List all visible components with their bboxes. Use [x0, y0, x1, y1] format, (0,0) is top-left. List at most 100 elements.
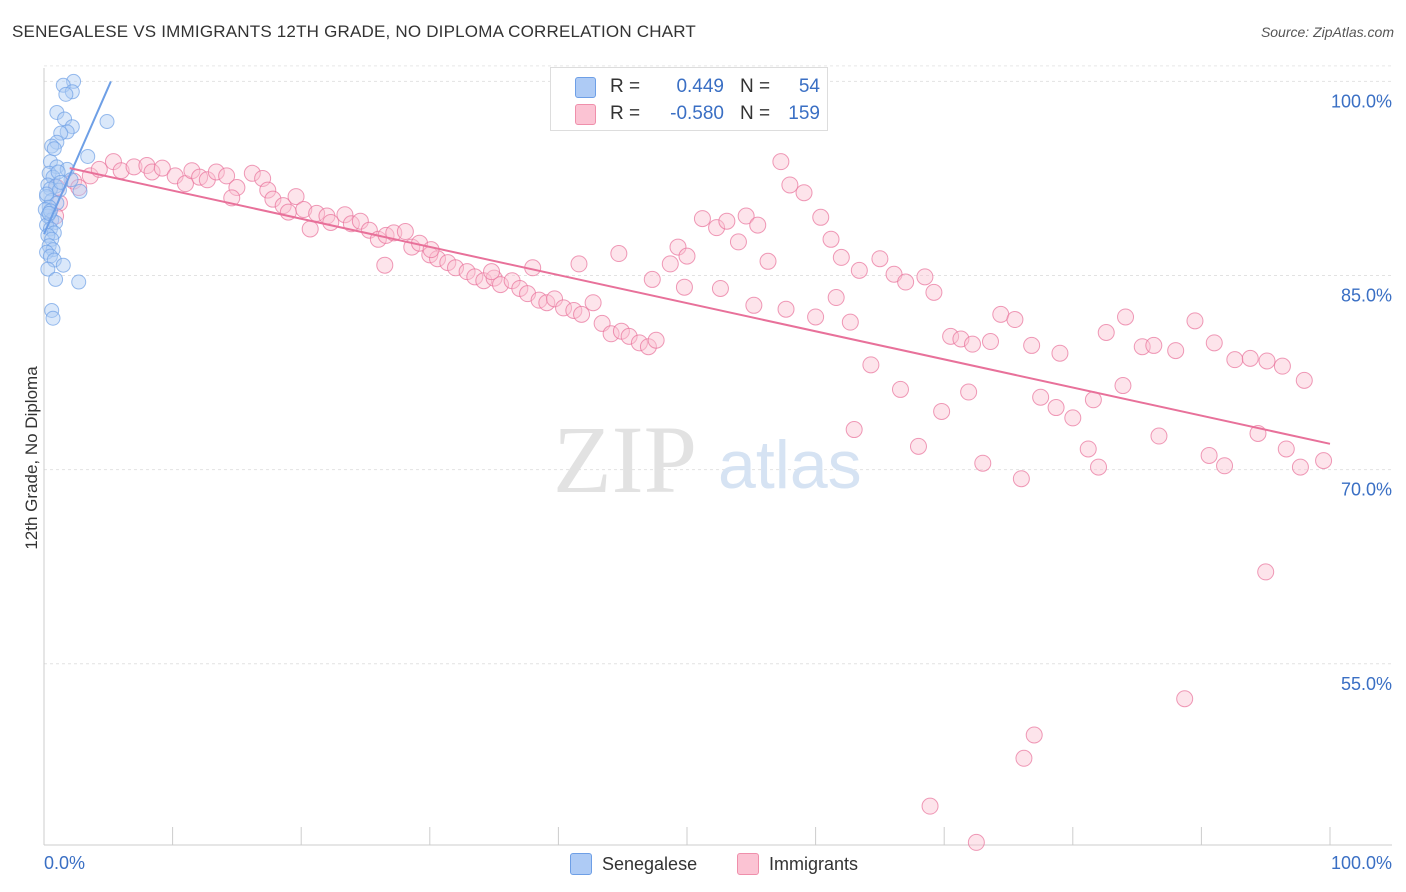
immigrants-point [1097, 323, 1115, 341]
senegalese-point [40, 261, 56, 277]
immigrants-point [538, 294, 556, 312]
senegalese-point [57, 111, 73, 127]
senegalese-point [45, 310, 61, 326]
legend-item-senegalese[interactable]: Senegalese [570, 852, 697, 876]
source-label: Source: ZipAtlas.com [1260, 24, 1394, 40]
r-value: -0.580 [670, 103, 724, 124]
immigrants-point [1257, 563, 1275, 581]
immigrants-point [862, 356, 880, 374]
senegalese-point [55, 257, 71, 273]
immigrants-point [153, 159, 171, 177]
n-value: 159 [788, 103, 820, 124]
immigrants-point [1006, 311, 1024, 329]
immigrants-point [620, 327, 638, 345]
x-tick-label-max: 100.0% [1331, 853, 1392, 873]
immigrants-point [749, 216, 767, 234]
immigrants-point [1186, 312, 1204, 330]
immigrants-point [295, 201, 313, 219]
immigrants-point [678, 247, 696, 265]
immigrants-point [1015, 749, 1033, 767]
immigrants-point [610, 245, 628, 263]
immigrants-point [259, 181, 277, 199]
immigrants-point [570, 255, 588, 273]
immigrants-point [422, 241, 440, 259]
immigrants-point [1032, 388, 1050, 406]
y-tick-label: 85.0% [1341, 286, 1392, 306]
immigrants-point [933, 402, 951, 420]
senegalese-legend-swatch [570, 853, 592, 875]
immigrants-point [143, 163, 161, 181]
senegalese-point [58, 86, 74, 102]
n-value: 54 [798, 76, 820, 97]
immigrants-point [925, 283, 943, 301]
immigrants-point [1315, 452, 1333, 470]
immigrants-point [396, 223, 414, 241]
senegalese-point [48, 271, 64, 287]
immigrants-point [1023, 336, 1041, 354]
immigrants-point [1216, 457, 1234, 475]
senegalese-point [44, 138, 60, 154]
immigrants-point [729, 233, 747, 251]
immigrants-point [1273, 357, 1291, 375]
immigrants-point [70, 179, 88, 197]
immigrants-point [1241, 349, 1259, 367]
legend-item-immigrants[interactable]: Immigrants [737, 852, 858, 876]
y-tick-label: 55.0% [1341, 674, 1392, 694]
senegalese-point [72, 183, 88, 199]
axes [43, 68, 1392, 846]
immigrants-point [795, 184, 813, 202]
senegalese-trend-line [43, 81, 112, 235]
immigrants-point [661, 255, 679, 273]
immigrants-legend-swatch [737, 853, 759, 875]
immigrants-point [573, 305, 591, 323]
immigrants-point [602, 325, 620, 343]
immigrants-point [1226, 351, 1244, 369]
immigrants-point [555, 299, 573, 317]
immigrants-point [841, 313, 859, 331]
immigrants-point [850, 261, 868, 279]
immigrants-point [218, 167, 236, 185]
gridlines [44, 65, 1392, 665]
stats-row-senegalese: R = 0.449 N = 54 [575, 74, 820, 100]
immigrants-point [1025, 726, 1043, 744]
immigrants-point [992, 305, 1010, 323]
immigrants-point [745, 296, 763, 314]
trend-layer [43, 81, 1331, 445]
senegalese-point [46, 141, 62, 157]
immigrants-point [822, 230, 840, 248]
immigrants-point [1047, 399, 1065, 417]
immigrants-point [1176, 690, 1194, 708]
immigrants-point [1277, 440, 1295, 458]
r-label: R = [610, 76, 641, 97]
immigrants-point [1205, 334, 1223, 352]
immigrants-point [1145, 336, 1163, 354]
immigrants-point [322, 213, 340, 231]
immigrants-point [772, 153, 790, 171]
immigrants-point [376, 256, 394, 274]
immigrants-point [960, 383, 978, 401]
senegalese-point [53, 125, 69, 141]
immigrants-point [827, 289, 845, 307]
immigrants-point [336, 206, 354, 224]
stats-row-immigrants: R = -0.580 N = 159 [575, 101, 820, 127]
immigrants-point [812, 208, 830, 226]
immigrants-point [669, 238, 687, 256]
immigrants-point [228, 179, 246, 197]
immigrants-point [287, 188, 305, 206]
immigrants-point [565, 301, 583, 319]
immigrants-point [1012, 470, 1030, 488]
r-value: 0.449 [676, 76, 724, 97]
n-label: N = [740, 76, 771, 97]
immigrants-point [466, 268, 484, 286]
immigrants-point [429, 250, 447, 268]
immigrants-point [963, 335, 981, 353]
immigrants-point [693, 210, 711, 228]
series-layer [37, 73, 1333, 851]
immigrants-point [584, 294, 602, 312]
immigrants-point [1117, 308, 1135, 326]
immigrants-point [891, 380, 909, 398]
immigrants-point [351, 212, 369, 230]
y-tick-label: 100.0% [1331, 91, 1392, 111]
immigrants-point [1167, 342, 1185, 360]
